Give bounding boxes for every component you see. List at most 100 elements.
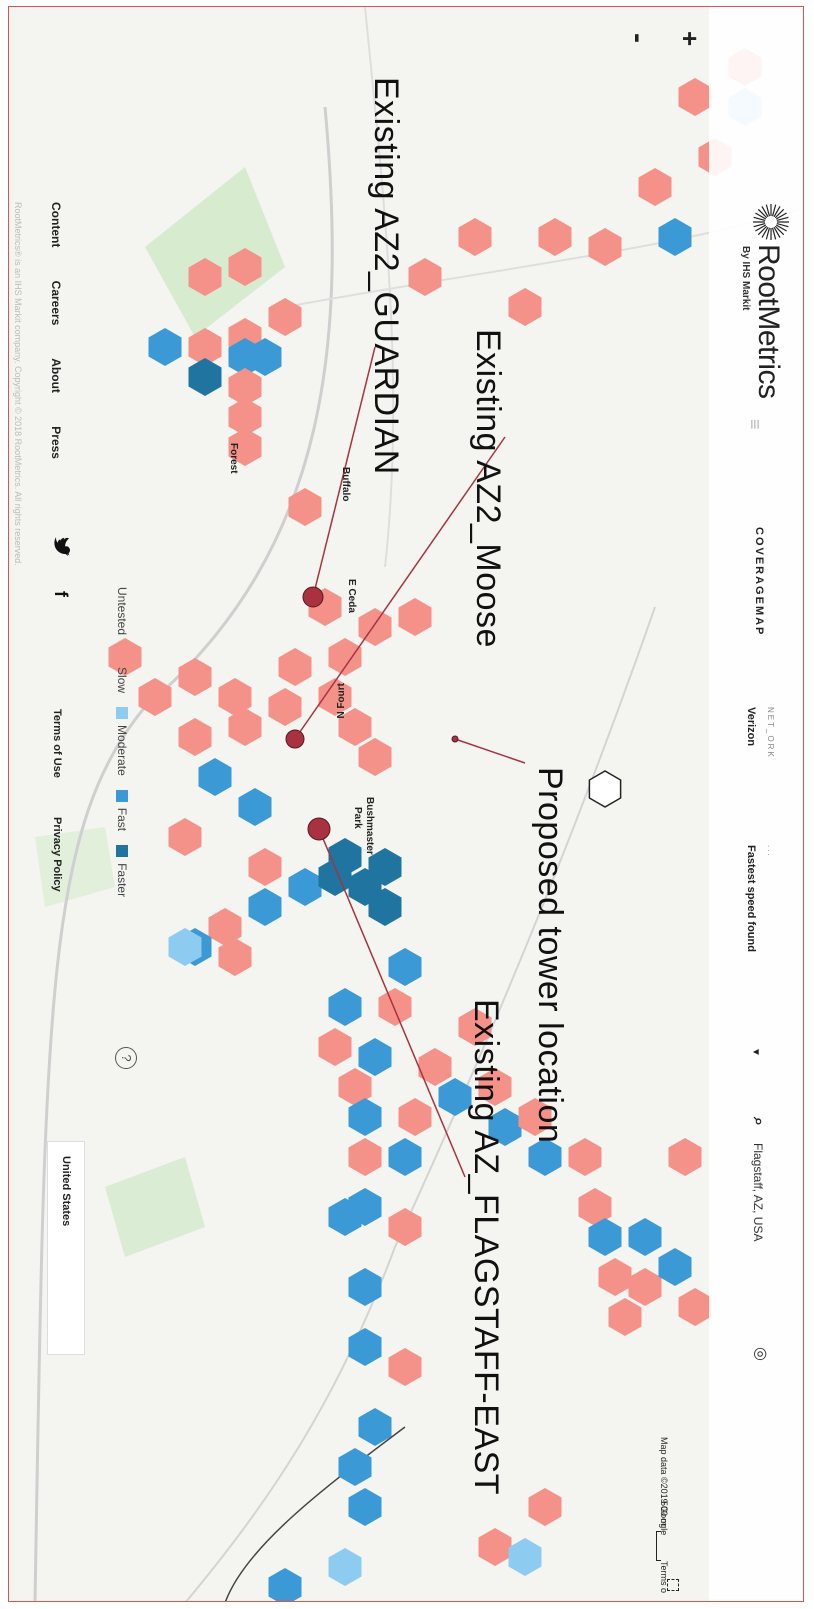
coverage-hex-fast [528, 1138, 562, 1176]
coverage-hex-slow [218, 938, 252, 976]
coverage-hex-moderate [508, 1538, 542, 1576]
coverage-hex-fast [388, 1138, 422, 1176]
brand-name: RootMetrics [752, 244, 785, 399]
coverage-hex-slow [458, 1008, 492, 1046]
facebook-icon[interactable]: f [51, 591, 71, 597]
footer-link-careers[interactable]: Careers [49, 280, 63, 326]
map-label-fourth: N Fourt [336, 683, 347, 719]
coverage-hex-fast [628, 1218, 662, 1256]
brand-subtitle: By IHS Markit [740, 246, 751, 311]
coverage-hex-slow [268, 298, 302, 336]
coverage-hex-slow [678, 78, 712, 116]
coverage-hex-slow [378, 988, 412, 1026]
coverage-hex-slow [318, 678, 352, 716]
twitter-icon[interactable] [48, 537, 71, 557]
map-label-buffalo: Buffalo [340, 467, 351, 502]
coverage-hex-slow [228, 428, 262, 466]
annotation-proposed: Proposed tower location [531, 767, 569, 1144]
coverage-hex-slow [478, 1068, 512, 1106]
boundary-line [224, 1426, 406, 1601]
coverage-hex-fast [658, 218, 692, 256]
rootmetrics-logo[interactable]: RootMetrics By IHS Markit [740, 202, 791, 399]
coverage-map[interactable] [9, 7, 804, 1602]
rootmetrics-burst-icon [753, 204, 789, 240]
region-select[interactable]: United States [47, 1141, 85, 1355]
tower-marker-proposed[interactable] [451, 735, 459, 743]
coverage-hex-moderate [328, 1548, 362, 1586]
chevron-down-icon[interactable]: ▼ [750, 1047, 761, 1057]
legend-label-faster: Faster [115, 863, 129, 898]
metric-select[interactable]: Fastest speed found [745, 845, 757, 952]
coverage-hex-slow [538, 218, 572, 256]
map-scale-bar [656, 1531, 661, 1561]
nav-coveragemap[interactable]: COVERAGEMAP [753, 527, 765, 637]
footer-link-press[interactable]: Press [49, 426, 63, 459]
footer-link-content[interactable]: Content [49, 202, 63, 248]
legend-swatch-moderate [116, 707, 128, 720]
network-select[interactable]: Verizon [745, 707, 757, 747]
coverage-hex-slow [418, 1048, 452, 1086]
terms-of-use-link[interactable]: Terms of Use [51, 709, 63, 778]
fullscreen-icon[interactable] [667, 1579, 679, 1591]
zoom-in-button[interactable]: + [675, 31, 705, 47]
coverage-hex-fast [248, 338, 282, 376]
footer-link-about[interactable]: About [49, 358, 63, 393]
coverage-hex-fast [268, 1568, 302, 1601]
tower-marker-moose[interactable] [285, 729, 305, 749]
twitter-bird-icon [54, 537, 70, 556]
coverage-hex-slow [178, 718, 212, 756]
coverage-hex-slow [478, 1528, 512, 1566]
legend-swatch-fast [116, 789, 128, 802]
coverage-hex-slow [388, 1208, 422, 1246]
network-label: NET_ORK [766, 707, 775, 759]
legend-swatch-faster [116, 845, 128, 858]
coverage-hex-slow [628, 1268, 662, 1306]
coverage-hex-fast [198, 758, 232, 796]
help-icon[interactable]: ? [115, 1047, 137, 1069]
coverage-hex-slow [568, 1138, 602, 1176]
locate-icon[interactable]: ◎ [752, 1347, 769, 1361]
coverage-hex-fast [588, 1218, 622, 1256]
search-icon[interactable]: ⌕ [750, 1117, 767, 1126]
coverage-hex-slow [338, 708, 372, 746]
map-scale-label: 500 m [659, 1501, 669, 1527]
coverage-hex-fast [438, 1078, 472, 1116]
street-road [364, 7, 395, 568]
coverage-hex-faster [188, 358, 222, 396]
coverage-hex-fast [348, 1488, 382, 1526]
coverage-hex-fast [348, 1098, 382, 1136]
legend-label-fast: Fast [115, 807, 129, 832]
coverage-hexagons [108, 48, 762, 1601]
coverage-hex-slow [398, 598, 432, 636]
coverage-hex-slow [188, 258, 222, 296]
coverage-hex-fast [658, 1248, 692, 1286]
coverage-hex-slow [178, 658, 212, 696]
coverage-hex-slow [318, 1028, 352, 1066]
coverage-hex-slow [208, 908, 242, 946]
zoom-out-button[interactable]: - [622, 33, 655, 43]
coverage-hex-fast [328, 1198, 362, 1236]
coverage-hex-slow [168, 818, 202, 856]
screenshot-frame: RootMetrics By IHS Markit ≡ COVERAGEMAP … [8, 6, 804, 1602]
coverage-hex-fast [238, 788, 272, 826]
coverage-hex-slow [408, 258, 442, 296]
coverage-hex-fast [488, 1108, 522, 1146]
annotation-moose: Existing AZ2_Moose [469, 329, 507, 648]
tower-marker-guardian[interactable] [302, 586, 324, 608]
tower-marker-flagstaff-east[interactable] [307, 817, 331, 841]
coverage-hex-fast [288, 868, 322, 906]
coverage-hex-slow [518, 1098, 552, 1136]
hamburger-icon[interactable]: ≡ [745, 419, 765, 430]
coverage-hex-slow [328, 638, 362, 676]
search-input[interactable]: Flagstaff, AZ, USA [751, 1143, 765, 1242]
leader-line-proposed [454, 738, 526, 764]
coverage-hex-slow [598, 1258, 632, 1296]
privacy-policy-link[interactable]: Privacy Policy [51, 817, 63, 892]
coverage-hex-slow [608, 1298, 642, 1336]
coverage-hex-slow [248, 848, 282, 886]
coverage-hex-fast [348, 1328, 382, 1366]
leader-line-moose [294, 436, 506, 740]
top-header: RootMetrics By IHS Markit ≡ COVERAGEMAP … [709, 7, 803, 1601]
coverage-hex-slow [288, 488, 322, 526]
metric-label: ... [766, 845, 775, 858]
